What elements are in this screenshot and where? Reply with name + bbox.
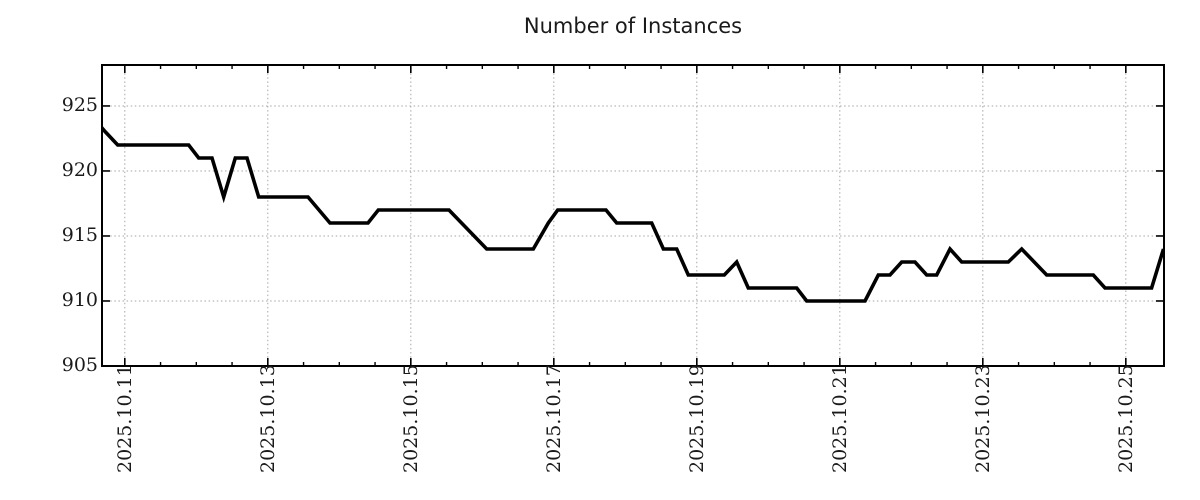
x-tick-label: 2025.10.25 — [1114, 364, 1137, 473]
data-line-instances — [102, 125, 1164, 303]
x-tick-label: 2025.10.21 — [828, 364, 851, 473]
y-tick-label: 905 — [61, 354, 98, 377]
y-tick-label: 915 — [61, 224, 98, 247]
y-tick-label: 920 — [61, 159, 98, 182]
x-tick-label: 2025.10.17 — [542, 364, 565, 473]
grid-layer — [102, 65, 1164, 366]
y-tick-label: 925 — [61, 94, 98, 117]
x-tick-label: 2025.10.13 — [256, 364, 279, 473]
x-tick-label: 2025.10.15 — [399, 364, 422, 473]
series-layer — [102, 125, 1164, 303]
plot-border — [101, 64, 1165, 367]
chart-title: Number of Instances — [523, 14, 743, 38]
y-tick-label: 910 — [61, 289, 98, 312]
x-tick-label: 2025.10.11 — [113, 364, 136, 473]
x-tick-label: 2025.10.19 — [685, 364, 708, 473]
tick-layer — [102, 65, 1164, 367]
x-tick-label: 2025.10.23 — [971, 364, 994, 473]
